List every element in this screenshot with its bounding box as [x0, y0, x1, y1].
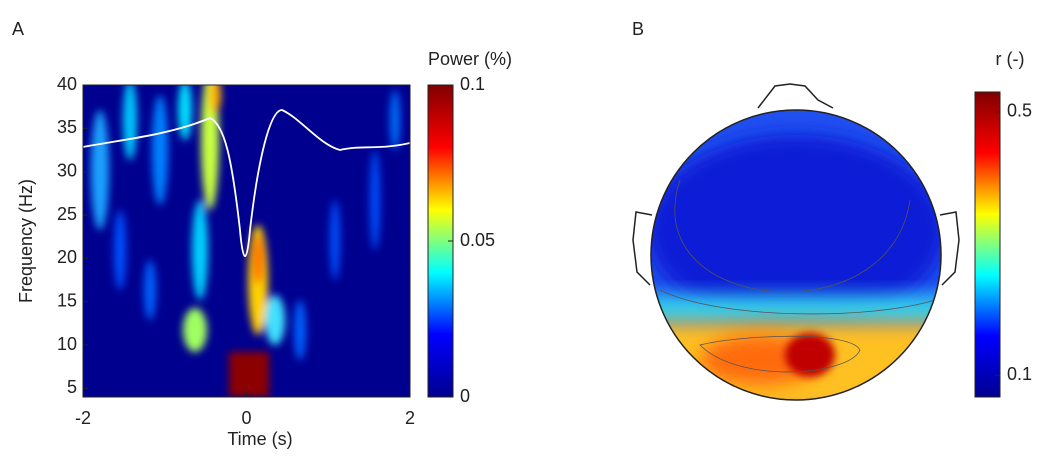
colorbar-tick-label: 0	[460, 386, 470, 406]
y-tick-label: 5	[67, 377, 77, 397]
colorbar-tick-label: 0.05	[460, 230, 495, 250]
colorbar-tick-label: 0.5	[1007, 101, 1032, 121]
colorbar-label: r (-)	[996, 49, 1025, 69]
x-tick-label: 2	[405, 408, 415, 428]
ear	[939, 211, 960, 286]
colorbar-tick-label: 0.1	[460, 74, 485, 94]
y-axis-label: Frequency (Hz)	[16, 179, 36, 303]
y-tick-label: 40	[57, 74, 77, 94]
ear	[632, 211, 653, 286]
colorbar-label: Power (%)	[428, 49, 512, 69]
head-outline	[650, 109, 942, 401]
x-tick-label: 0	[241, 408, 251, 428]
panel-label: B	[632, 19, 644, 39]
y-tick-label: 35	[57, 117, 77, 137]
nose	[757, 83, 834, 109]
panel-label: A	[12, 19, 24, 39]
colorbar-tick-label: 0.1	[1007, 364, 1032, 384]
x-tick-label: -2	[75, 408, 91, 428]
y-tick-label: 30	[57, 160, 77, 180]
colorbar	[974, 91, 1001, 398]
y-tick-label: 20	[57, 247, 77, 267]
heatmap-image	[83, 85, 410, 397]
topo-image	[651, 110, 941, 400]
y-tick-label: 15	[57, 290, 77, 310]
x-axis-label: Time (s)	[227, 429, 292, 449]
y-tick-label: 10	[57, 334, 77, 354]
y-tick-label: 25	[57, 204, 77, 224]
